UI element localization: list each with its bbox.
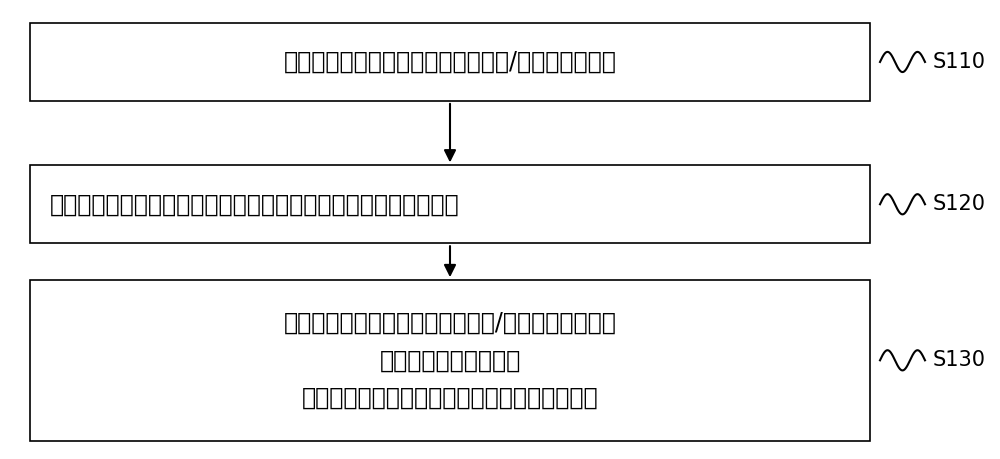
Text: 对外延层的表面进行宏观缺陷检测和/或微观形貌检测: 对外延层的表面进行宏观缺陷检测和/或微观形貌检测 bbox=[284, 50, 616, 74]
Text: S110: S110 bbox=[933, 52, 986, 72]
FancyBboxPatch shape bbox=[30, 280, 870, 441]
FancyBboxPatch shape bbox=[30, 23, 870, 101]
Text: 逐层刻蚀剥离外延层形成多个刻蚀面，直至将外延层全部清理去除: 逐层刻蚀剥离外延层形成多个刻蚀面，直至将外延层全部清理去除 bbox=[50, 192, 460, 216]
FancyBboxPatch shape bbox=[30, 165, 870, 243]
Text: S120: S120 bbox=[933, 194, 986, 214]
Text: 对每个刻蚀面进行宏观缺陷检测和/或微观形貌检测，
确定刻蚀面的异常情况
并分析刻蚀面的异常情况与图形化衬底的关联性: 对每个刻蚀面进行宏观缺陷检测和/或微观形貌检测， 确定刻蚀面的异常情况 并分析刻… bbox=[284, 311, 616, 409]
Text: S130: S130 bbox=[933, 350, 986, 370]
